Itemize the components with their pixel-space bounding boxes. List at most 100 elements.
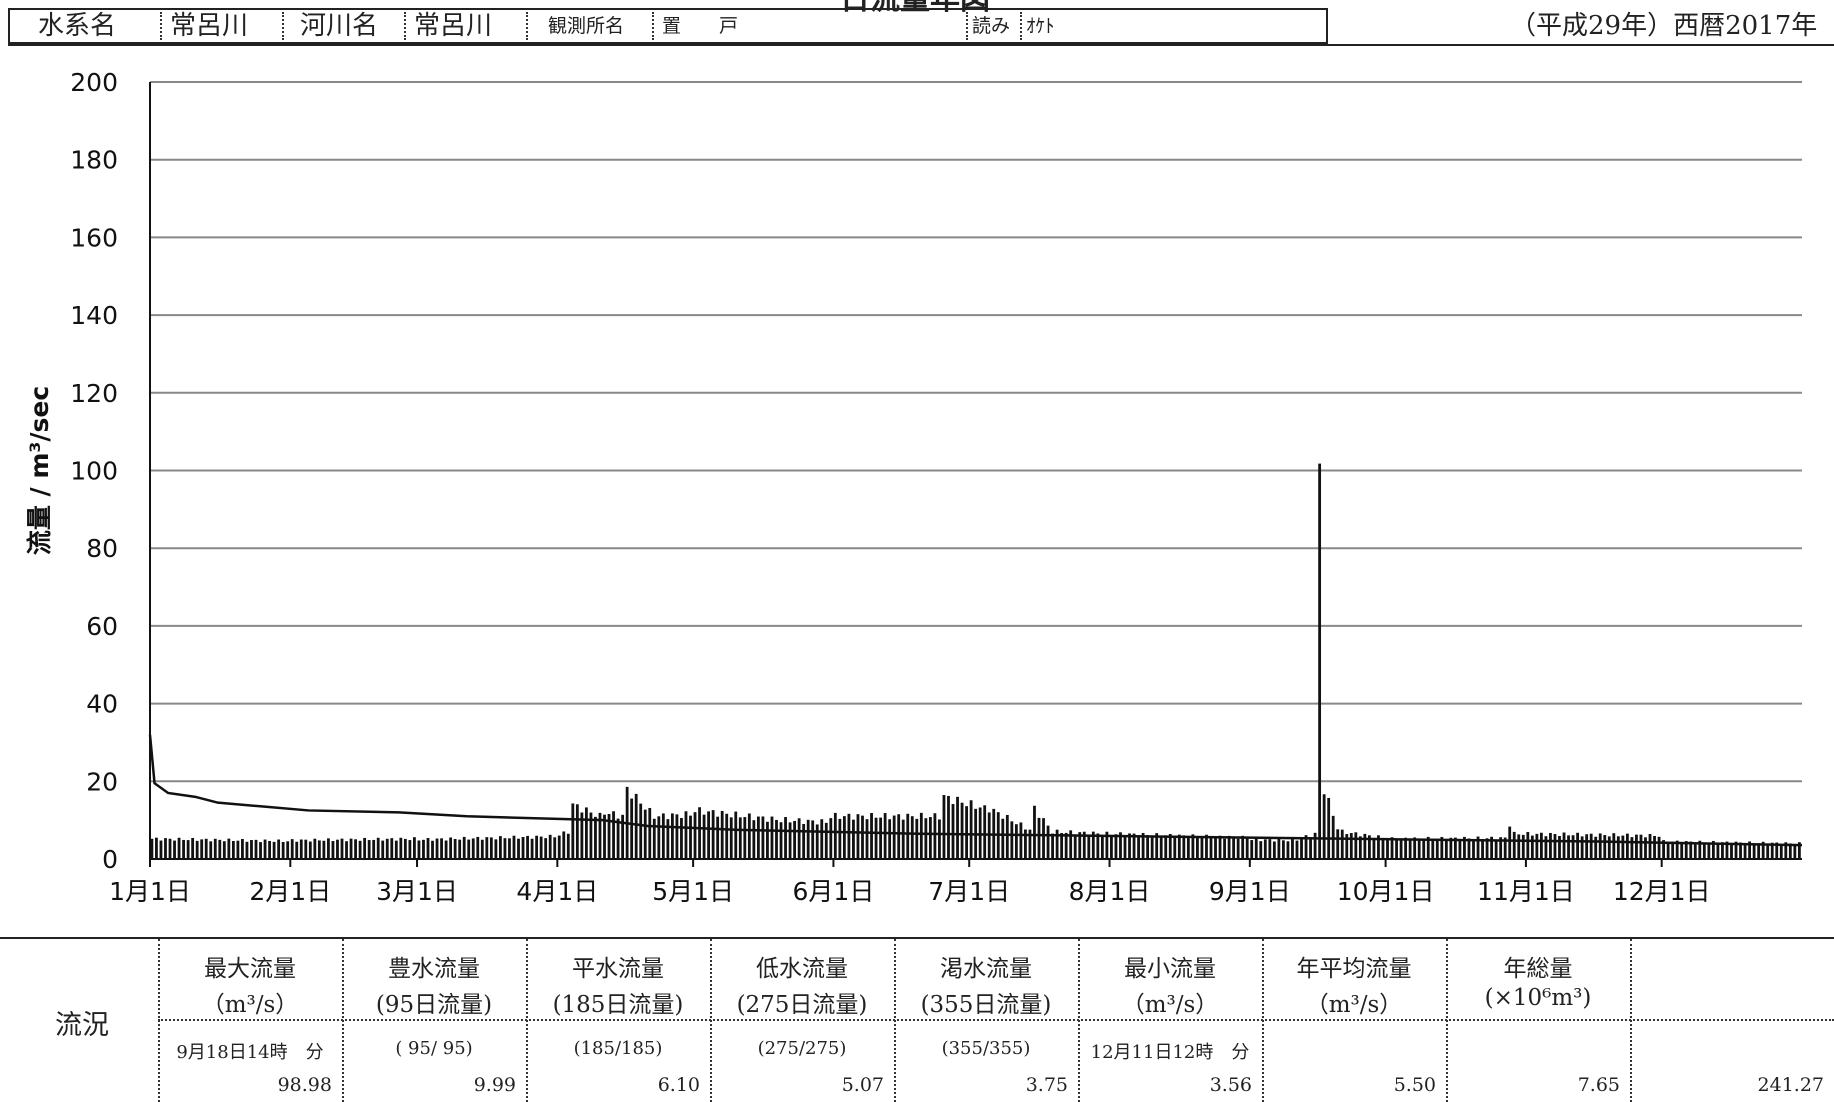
flow-bar xyxy=(1675,840,1679,859)
flow-bar xyxy=(268,840,271,859)
flow-bar xyxy=(431,840,434,859)
flow-bar xyxy=(1386,839,1389,859)
y-tick-200: 200 xyxy=(70,68,118,97)
flow-bar xyxy=(738,817,742,859)
flow-bar xyxy=(942,795,946,859)
flow-bar xyxy=(1227,835,1231,859)
flow-bar xyxy=(1725,841,1729,859)
y-tick-60: 60 xyxy=(86,612,118,641)
flow-bar xyxy=(1132,833,1136,859)
flow-bar xyxy=(612,811,615,859)
divider xyxy=(652,12,654,40)
flow-bar xyxy=(376,837,380,859)
flow-bar xyxy=(1526,831,1530,859)
flow-bar xyxy=(752,820,756,859)
flow-bar xyxy=(1757,843,1761,859)
flow-bar xyxy=(1295,840,1299,859)
flow-bar xyxy=(1069,830,1073,859)
gridlines xyxy=(150,81,1802,783)
flow-bar xyxy=(231,840,235,859)
flow-bar xyxy=(1481,839,1484,859)
stats-h2: （m³/s） xyxy=(201,992,299,1018)
flow-bar xyxy=(666,819,670,859)
flow-bar xyxy=(1585,834,1589,859)
flow-bar xyxy=(788,822,792,859)
flow-bar xyxy=(177,837,181,859)
flow-bar xyxy=(1567,835,1570,859)
flow-bar xyxy=(1322,794,1326,859)
flow-bar xyxy=(1241,835,1245,859)
label-reading: 読み xyxy=(972,15,1011,37)
flow-bar xyxy=(933,813,937,859)
flow-bar xyxy=(327,838,330,859)
y-tick-0: 0 xyxy=(102,845,118,874)
flow-bar xyxy=(811,820,815,859)
flow-bar xyxy=(1277,838,1281,859)
flow-bar xyxy=(290,839,294,859)
flow-bar xyxy=(1435,838,1439,859)
flow-bar xyxy=(1028,829,1032,859)
flow-bar xyxy=(1033,805,1036,859)
flow-bar xyxy=(164,838,167,859)
flow-bar xyxy=(965,806,968,859)
flow-bar xyxy=(892,815,896,859)
x-tick-label: 12月1日 xyxy=(1613,877,1711,906)
flow-bar xyxy=(1186,837,1190,859)
flow-bar xyxy=(1472,839,1475,859)
flow-bar xyxy=(1010,821,1014,859)
flow-bar xyxy=(689,815,692,859)
flow-bar xyxy=(1779,844,1783,859)
daily-flow-bars xyxy=(150,463,1801,859)
flow-bar xyxy=(1490,836,1494,859)
flow-bar xyxy=(503,838,507,859)
flow-bar xyxy=(1797,842,1801,859)
flow-bar xyxy=(222,841,226,859)
flow-bar xyxy=(1508,826,1512,859)
flow-bar xyxy=(349,838,353,859)
flow-bar xyxy=(1191,834,1195,859)
flow-bar xyxy=(399,837,403,859)
flow-bar xyxy=(489,837,493,859)
flow-bar xyxy=(1594,836,1598,859)
flow-bar xyxy=(413,837,416,859)
flow-bar xyxy=(1702,842,1706,859)
flow-bar xyxy=(1254,838,1258,859)
flow-bar xyxy=(1146,835,1150,859)
flow-bar xyxy=(1603,835,1607,859)
flow-bar xyxy=(363,837,367,859)
flow-bar xyxy=(716,816,720,859)
flow-bar xyxy=(1612,833,1616,859)
stats-column-divider xyxy=(894,939,896,1102)
divider xyxy=(1020,12,1022,40)
stats-r1: (355/355) xyxy=(941,1038,1031,1059)
flow-bar xyxy=(200,839,204,859)
flow-bar xyxy=(1553,834,1557,859)
flow-bar xyxy=(1250,840,1254,859)
flow-bar xyxy=(743,817,747,859)
flow-bar xyxy=(915,818,919,859)
flow-bar xyxy=(861,815,864,859)
stats-h1: 平水流量 xyxy=(572,956,664,982)
flow-bar xyxy=(336,839,339,859)
flow-bar xyxy=(634,793,638,859)
flow-bar xyxy=(467,839,471,859)
flow-bar xyxy=(1589,833,1593,859)
flow-bar xyxy=(775,819,778,859)
flow-bar xyxy=(1657,836,1661,859)
flow-bar xyxy=(1680,843,1684,859)
flow-bar xyxy=(1019,822,1023,859)
flow-bar xyxy=(621,814,625,859)
flow-bar xyxy=(1689,841,1693,859)
stats-r1: 9月18日14時 分 xyxy=(176,1042,324,1063)
flow-bar xyxy=(1105,831,1109,859)
flow-bar xyxy=(241,839,244,859)
flow-bar xyxy=(833,812,837,859)
flow-bar xyxy=(897,814,901,859)
flow-bar xyxy=(1544,836,1548,859)
flow-bar xyxy=(1793,844,1797,859)
flow-bar xyxy=(1368,835,1371,859)
flow-bar xyxy=(906,813,910,859)
divider xyxy=(160,12,162,40)
flow-bar xyxy=(594,816,597,859)
stats-h2: (275日流量) xyxy=(736,992,868,1018)
